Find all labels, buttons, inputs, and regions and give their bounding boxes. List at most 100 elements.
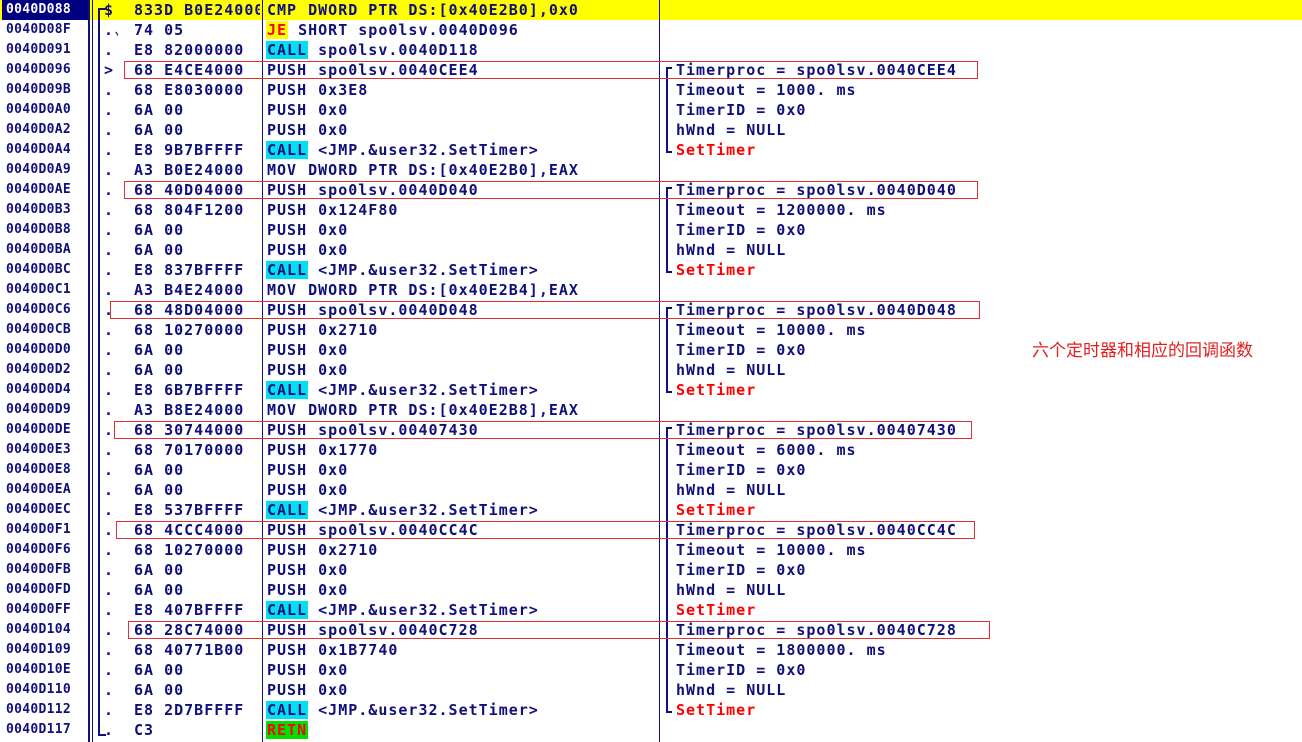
comment: hWnd = NULL	[676, 121, 787, 139]
jump-marker: .	[104, 381, 115, 399]
mnemonic: CALL	[266, 501, 309, 519]
code-row: 0040D0B3. 68 804F1200 PUSH 0x124F80 Timeout…	[0, 200, 1302, 220]
instruction: PUSH spo0lsv.0040CEE4	[266, 60, 658, 80]
comment-bracket	[666, 427, 672, 713]
operands: 0x3E8	[318, 81, 369, 99]
comment: SetTimer	[676, 701, 757, 719]
mnemonic: PUSH	[267, 621, 308, 639]
code-row: 0040D0FF. E8 407BFFFF CALL <JMP.&user32.Se…	[0, 600, 1302, 620]
address: 0040D088	[2, 0, 90, 20]
annotation: 六个定时器和相应的回调函数	[1032, 341, 1253, 361]
code-row: 0040D0FD. 6A 00 PUSH 0x0 hWnd = NULL	[0, 580, 1302, 600]
column-divider	[659, 0, 660, 742]
jump-marker: >	[104, 61, 115, 79]
instruction: PUSH 0x124F80	[266, 200, 658, 220]
address: 0040D0E8	[6, 462, 72, 477]
mnemonic: PUSH	[267, 321, 308, 339]
jump-marker: .	[104, 681, 115, 699]
code-row: 0040D0A9. A3 B0E24000 MOV DWORD PTR DS:[0x…	[0, 160, 1302, 180]
address: 0040D110	[6, 682, 72, 697]
mnemonic: MOV	[267, 401, 298, 419]
comment: TimerID = 0x0	[676, 221, 807, 239]
comment: SetTimer	[676, 261, 757, 279]
hex-bytes: 6A 00	[134, 341, 185, 359]
comment: Timeout = 1200000. ms	[676, 201, 887, 219]
instruction: PUSH 0x1B7740	[266, 640, 658, 660]
code-row: 0040D104. 68 28C74000 PUSH spo0lsv.0040C72…	[0, 620, 1302, 640]
hex-bytes: E8 2D7BFFFF	[134, 701, 245, 719]
instruction: PUSH 0x0	[266, 480, 658, 500]
operands: spo0lsv.0040C728	[318, 621, 479, 639]
comment: Timerproc = spo0lsv.0040CEE4	[676, 61, 957, 79]
address: 0040D096	[6, 62, 72, 77]
address: 0040D0B8	[6, 222, 72, 237]
hex-bytes: E8 9B7BFFFF	[134, 141, 245, 159]
code-row: 0040D0EC. E8 537BFFFF CALL <JMP.&user32.Se…	[0, 500, 1302, 520]
address: 0040D0F6	[6, 542, 72, 557]
code-row: 0040D096 >68 E4CE4000 PUSH spo0lsv.0040CEE…	[0, 60, 1302, 80]
instruction: PUSH 0x2710	[266, 540, 658, 560]
address: 0040D0D4	[6, 382, 72, 397]
hex-bytes: E8 537BFFFF	[134, 501, 245, 519]
operands: <JMP.&user32.SetTimer>	[318, 601, 539, 619]
operands: 0x0	[318, 121, 349, 139]
hex-bytes: 6A 00	[134, 101, 185, 119]
highlight-box	[128, 621, 990, 639]
instruction: PUSH 0x0	[266, 240, 658, 260]
jump-marker: .	[104, 461, 115, 479]
comment: SetTimer	[676, 501, 757, 519]
mnemonic: MOV	[267, 161, 298, 179]
operands: <JMP.&user32.SetTimer>	[318, 141, 539, 159]
instruction: CALL <JMP.&user32.SetTimer>	[266, 700, 658, 720]
mnemonic: PUSH	[267, 241, 308, 259]
mnemonic: PUSH	[267, 81, 308, 99]
hex-bytes: 68 48D04000	[134, 301, 245, 319]
mnemonic: CALL	[266, 41, 309, 59]
mnemonic: PUSH	[267, 341, 308, 359]
comment: hWnd = NULL	[676, 681, 787, 699]
operands: spo0lsv.0040CC4C	[318, 521, 479, 539]
address: 0040D09B	[6, 82, 72, 97]
address: 0040D0D9	[6, 402, 72, 417]
jump-marker: .	[104, 421, 115, 439]
comment: TimerID = 0x0	[676, 661, 807, 679]
jump-marker: .	[104, 221, 115, 239]
jump-marker: $	[104, 1, 115, 19]
mnemonic: PUSH	[267, 361, 308, 379]
jump-marker: .	[104, 41, 115, 59]
code-row: 0040D0E8. 6A 00 PUSH 0x0 TimerID = 0x0	[0, 460, 1302, 480]
comment: TimerID = 0x0	[676, 341, 807, 359]
jump-marker: .	[104, 101, 115, 119]
operands: spo0lsv.0040D040	[318, 181, 479, 199]
code-row: 0040D0EA. 6A 00 PUSH 0x0 hWnd = NULL	[0, 480, 1302, 500]
operands: 0x0	[318, 481, 349, 499]
code-row: 0040D0C6. 68 48D04000 PUSH spo0lsv.0040D04…	[0, 300, 1302, 320]
address: 0040D0DE	[6, 422, 72, 437]
mnemonic: PUSH	[267, 421, 308, 439]
code-row: 0040D0A4. E8 9B7BFFFF CALL <JMP.&user32.Se…	[0, 140, 1302, 160]
code-row: 0040D0CB. 68 10270000 PUSH 0x2710 Timeout =…	[0, 320, 1302, 340]
instruction: MOV DWORD PTR DS:[0x40E2B8],EAX	[266, 400, 658, 420]
code-row: 0040D08F .⌄ 74 05 JE SHORT spo0lsv.0040D096	[0, 20, 1302, 40]
instruction: PUSH spo0lsv.0040D040	[266, 180, 658, 200]
hex-bytes: 68 40D04000	[134, 181, 245, 199]
mnemonic: PUSH	[267, 561, 308, 579]
hex-bytes: 6A 00	[134, 561, 185, 579]
mnemonic: PUSH	[267, 581, 308, 599]
operands: spo0lsv.0040CEE4	[318, 61, 479, 79]
instruction: PUSH 0x2710	[266, 320, 658, 340]
hex-bytes: 68 30744000	[134, 421, 245, 439]
mnemonic: PUSH	[267, 181, 308, 199]
operands: <JMP.&user32.SetTimer>	[318, 381, 539, 399]
jump-marker: .	[104, 281, 115, 299]
hex-bytes: 74 05	[134, 21, 185, 39]
operands: spo0lsv.00407430	[318, 421, 479, 439]
address: 0040D0D2	[6, 362, 72, 377]
code-row: 0040D0C1. A3 B4E24000 MOV DWORD PTR DS:[0x…	[0, 280, 1302, 300]
mnemonic: PUSH	[267, 101, 308, 119]
mnemonic: PUSH	[267, 61, 308, 79]
operands: 0x0	[318, 561, 349, 579]
comment: Timerproc = spo0lsv.0040D040	[676, 181, 957, 199]
comment: SetTimer	[676, 601, 757, 619]
